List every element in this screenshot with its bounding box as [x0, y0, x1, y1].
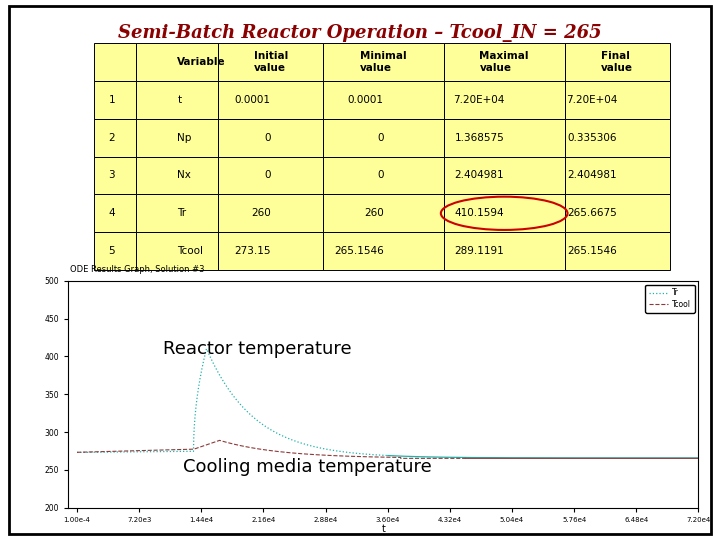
Tr: [246, 411, 255, 418]
Text: Tcool: Tcool: [177, 246, 203, 256]
X-axis label: t: t: [382, 524, 385, 534]
Text: Maximal
value: Maximal value: [480, 51, 529, 73]
FancyBboxPatch shape: [218, 119, 323, 157]
FancyBboxPatch shape: [444, 194, 564, 232]
Tcool: [289, 450, 298, 456]
FancyBboxPatch shape: [136, 232, 218, 270]
Text: 260: 260: [364, 208, 384, 218]
Text: t: t: [177, 95, 181, 105]
Text: 260: 260: [251, 208, 271, 218]
FancyBboxPatch shape: [323, 232, 444, 270]
Text: Variable: Variable: [177, 57, 226, 67]
FancyBboxPatch shape: [564, 194, 670, 232]
Text: 5: 5: [109, 246, 115, 256]
FancyBboxPatch shape: [218, 194, 323, 232]
Tr: [350, 450, 359, 456]
Text: Semi-Batch Reactor Operation – Tcool_IN = 265: Semi-Batch Reactor Operation – Tcool_IN …: [118, 24, 602, 42]
Text: 2.404981: 2.404981: [454, 171, 504, 180]
FancyBboxPatch shape: [444, 157, 564, 194]
Tcool: [215, 437, 224, 443]
Tcool: [461, 455, 469, 462]
Tr: [383, 453, 392, 459]
Text: 1.368575: 1.368575: [454, 133, 504, 143]
Text: 265.1546: 265.1546: [334, 246, 384, 256]
Text: 273.15: 273.15: [234, 246, 271, 256]
FancyBboxPatch shape: [94, 157, 136, 194]
FancyBboxPatch shape: [323, 119, 444, 157]
FancyBboxPatch shape: [218, 81, 323, 119]
FancyBboxPatch shape: [444, 43, 564, 81]
Text: 0.0001: 0.0001: [235, 95, 271, 105]
Text: Tr: Tr: [177, 208, 186, 218]
Tcool: [240, 443, 248, 450]
Tcool: [297, 450, 306, 457]
FancyBboxPatch shape: [218, 232, 323, 270]
Tr: [73, 449, 81, 456]
Tcool: [397, 455, 405, 462]
FancyBboxPatch shape: [136, 43, 218, 81]
Text: Reactor temperature: Reactor temperature: [163, 340, 351, 358]
FancyBboxPatch shape: [94, 43, 136, 81]
Tr: [338, 449, 347, 455]
Text: 4: 4: [109, 208, 115, 218]
FancyBboxPatch shape: [218, 157, 323, 194]
Text: Final
value: Final value: [601, 51, 633, 73]
Text: 0: 0: [377, 133, 384, 143]
FancyBboxPatch shape: [564, 119, 670, 157]
FancyBboxPatch shape: [323, 81, 444, 119]
FancyBboxPatch shape: [136, 194, 218, 232]
Text: 2.404981: 2.404981: [567, 171, 617, 180]
Text: 265.1546: 265.1546: [567, 246, 617, 256]
FancyBboxPatch shape: [564, 157, 670, 194]
Text: Cooling media temperature: Cooling media temperature: [184, 458, 432, 476]
Text: Np: Np: [177, 133, 192, 143]
FancyBboxPatch shape: [94, 232, 136, 270]
FancyBboxPatch shape: [323, 157, 444, 194]
Text: 0.0001: 0.0001: [348, 95, 384, 105]
Text: ODE Results Graph, Solution #3: ODE Results Graph, Solution #3: [70, 265, 204, 274]
Text: 1: 1: [109, 95, 115, 105]
Tr: [325, 447, 334, 453]
Text: Minimal
value: Minimal value: [360, 51, 407, 73]
FancyBboxPatch shape: [218, 43, 323, 81]
FancyBboxPatch shape: [136, 81, 218, 119]
Text: 0: 0: [377, 171, 384, 180]
FancyBboxPatch shape: [444, 119, 564, 157]
FancyBboxPatch shape: [94, 194, 136, 232]
FancyBboxPatch shape: [94, 119, 136, 157]
FancyBboxPatch shape: [564, 81, 670, 119]
Tcool: [367, 454, 376, 460]
Text: 7.20E+04: 7.20E+04: [566, 95, 617, 105]
FancyBboxPatch shape: [444, 81, 564, 119]
Text: 0.335306: 0.335306: [567, 133, 617, 143]
Tcool: [134, 448, 143, 454]
Line: Tr: Tr: [77, 349, 387, 456]
Text: 7.20E+04: 7.20E+04: [453, 95, 504, 105]
FancyBboxPatch shape: [323, 194, 444, 232]
FancyBboxPatch shape: [94, 81, 136, 119]
Tcool: [433, 455, 441, 462]
FancyBboxPatch shape: [444, 232, 564, 270]
Tcool: [73, 449, 81, 456]
Tr: [79, 449, 88, 456]
Text: Nx: Nx: [177, 171, 191, 180]
FancyBboxPatch shape: [136, 119, 218, 157]
FancyBboxPatch shape: [136, 157, 218, 194]
Text: 3: 3: [109, 171, 115, 180]
Text: 265.6675: 265.6675: [567, 208, 617, 218]
Text: 0: 0: [264, 171, 271, 180]
Text: 289.1191: 289.1191: [454, 246, 504, 256]
Tr: [202, 346, 211, 352]
Legend: Tr, Tcool: Tr, Tcool: [645, 285, 695, 313]
Text: Initial
value: Initial value: [253, 51, 288, 73]
Text: 0: 0: [264, 133, 271, 143]
Text: 410.1594: 410.1594: [454, 208, 504, 218]
FancyBboxPatch shape: [564, 43, 670, 81]
FancyBboxPatch shape: [323, 43, 444, 81]
Line: Tcool: Tcool: [77, 440, 465, 458]
FancyBboxPatch shape: [564, 232, 670, 270]
Tr: [193, 392, 202, 398]
Text: 2: 2: [109, 133, 115, 143]
